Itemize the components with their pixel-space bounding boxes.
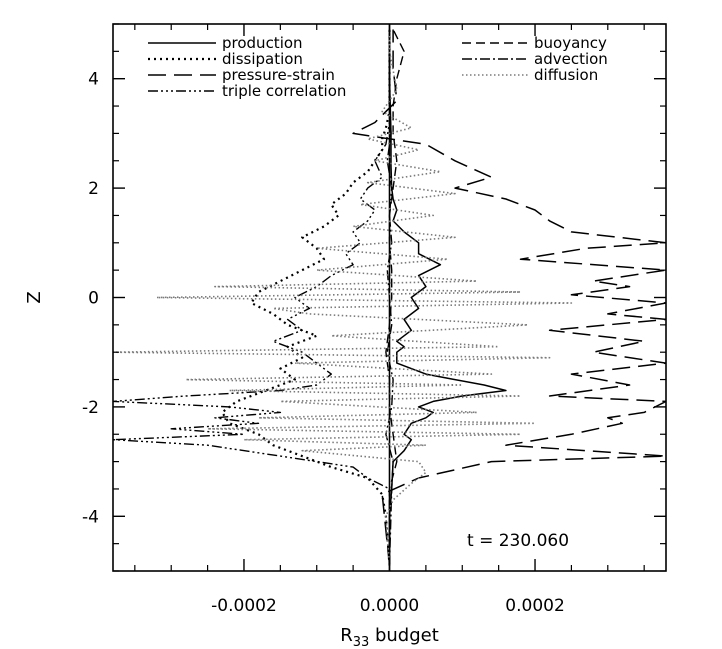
legend-label-production: production	[222, 34, 303, 52]
series-line-triple-correlation	[113, 29, 391, 566]
legend-label-buoyancy: buoyancy	[534, 34, 607, 52]
legend-label-triple-correlation: triple correlation	[222, 82, 346, 100]
legend-label-advection: advection	[534, 50, 608, 68]
time-annotation: t = 230.060	[467, 531, 569, 551]
y-tick-label: 0	[88, 289, 99, 309]
x-tick-label: 0.0002	[505, 596, 564, 616]
legend-label-pressure-strain: pressure-strain	[222, 66, 335, 84]
y-tick-label: -2	[82, 398, 99, 418]
y-tick-label: -4	[82, 507, 99, 527]
series-line-pressure-strain	[352, 29, 666, 566]
x-tick-label: -0.0002	[211, 596, 277, 616]
series-line-buoyancy	[385, 29, 405, 566]
legend-label-diffusion: diffusion	[534, 66, 598, 84]
y-tick-label: 2	[88, 179, 99, 199]
legend: productiondissipationpressure-straintrip…	[148, 34, 608, 100]
series-layer	[113, 24, 666, 571]
x-axis-title: R33 budget	[340, 625, 439, 649]
axes-layer: -0.0002 0.0000 0.0002 -4 -2 0 2 4 R33 budget Z	[24, 23, 667, 649]
legend-label-dissipation: dissipation	[222, 50, 303, 68]
y-tick-label: 4	[88, 70, 99, 90]
x-tick-label: 0.0000	[360, 596, 419, 616]
series-line-advection	[385, 29, 394, 566]
series-line-production	[388, 29, 507, 566]
series-line-dissipation	[221, 29, 391, 566]
y-axis-title: Z	[24, 291, 45, 303]
